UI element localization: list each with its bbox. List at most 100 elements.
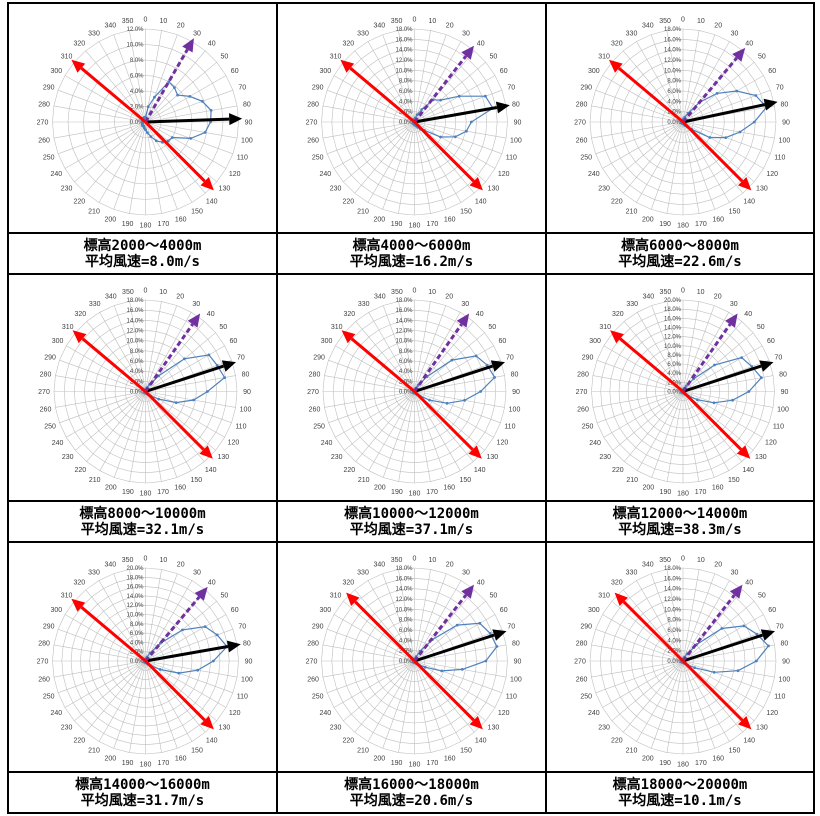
direction-label: 350: [122, 557, 134, 564]
grid-spoke: [666, 30, 684, 123]
frequency-point: [479, 390, 482, 393]
direction-label: 210: [358, 477, 370, 484]
frequency-point: [720, 627, 724, 630]
direction-label: 120: [497, 440, 509, 447]
arrow-shaft: [354, 600, 416, 663]
grid-spoke: [591, 105, 684, 123]
grid-spoke: [682, 589, 744, 662]
frequency-point: [166, 139, 170, 143]
direction-label: 250: [312, 155, 324, 162]
direction-label: 140: [475, 198, 487, 205]
direction-label: 60: [768, 68, 776, 75]
arrow-shaft: [681, 323, 732, 393]
frequency-point: [684, 384, 688, 388]
frequency-point: [455, 623, 459, 627]
grid-spoke: [85, 589, 146, 662]
direction-label: 180: [677, 762, 689, 769]
frequency-point: [708, 136, 712, 139]
direction-label: 80: [512, 102, 520, 109]
radial-tick-label: 14.0%: [664, 326, 682, 332]
grid-spoke: [64, 75, 146, 123]
radial-tick-label: 12.0%: [126, 27, 144, 33]
direction-label: 130: [488, 725, 500, 732]
direction-label: 120: [766, 710, 778, 717]
frequency-point: [420, 108, 424, 111]
caption-altitude: 標高16000〜18000m: [344, 776, 479, 793]
grid-spoke: [145, 391, 232, 424]
grid-spoke: [145, 660, 178, 749]
direction-label: 10: [429, 557, 437, 564]
grid-spoke: [414, 660, 447, 749]
grid-spoke: [85, 50, 146, 123]
direction-label: 60: [231, 68, 239, 75]
direction-label: 290: [44, 354, 56, 361]
direction-label: 280: [307, 641, 319, 648]
frequency-point: [158, 668, 162, 671]
grid-spoke: [636, 660, 684, 742]
direction-label: 260: [309, 407, 321, 414]
arrow-head: [226, 640, 241, 653]
grid-spoke: [145, 660, 162, 753]
direction-label: 300: [319, 68, 331, 75]
radial-tick-label: 4.0%: [667, 371, 681, 377]
radial-tick-label: 6.0%: [399, 628, 413, 634]
radial-tick-label: 14.0%: [664, 587, 682, 593]
arrow-head: [738, 716, 752, 730]
direction-label: 0: [144, 556, 148, 563]
direction-label: 170: [695, 489, 707, 496]
grid-spoke: [622, 121, 684, 194]
direction-label: 110: [773, 424, 784, 431]
direction-label: 290: [43, 84, 55, 91]
caption-altitude: 標高14000〜16000m: [75, 776, 210, 793]
direction-label: 270: [306, 120, 318, 127]
grid-spoke: [595, 89, 684, 123]
direction-label: 230: [598, 725, 610, 732]
arrow-head: [490, 360, 505, 372]
caption-altitude: 標高4000〜6000m: [352, 237, 471, 254]
direction-label: 70: [238, 623, 246, 630]
direction-label: 120: [228, 440, 240, 447]
direction-label: 40: [477, 580, 485, 587]
frequency-point: [493, 376, 496, 379]
direction-label: 230: [598, 186, 610, 193]
direction-label: 350: [122, 18, 134, 25]
arrow-shaft: [145, 645, 229, 663]
frequency-point: [750, 365, 754, 368]
grid-spoke: [333, 121, 415, 169]
caption-4000-6000: 標高4000〜6000m 平均風速=16.2m/s: [278, 234, 547, 275]
direction-label: 240: [319, 710, 331, 717]
direction-label: 250: [312, 694, 324, 701]
radial-tick-label: 16.0%: [664, 576, 682, 582]
caption-mean-wind: 平均風速=37.1m/s: [349, 521, 474, 538]
radial-tick-label: 14.0%: [126, 318, 144, 324]
direction-label: 230: [599, 454, 611, 461]
frequency-point: [712, 670, 716, 674]
grid-spoke: [682, 41, 730, 123]
direction-label: 0: [681, 17, 685, 24]
radial-tick-label: 10.0%: [126, 339, 144, 345]
grid-spoke: [623, 391, 684, 462]
direction-label: 200: [642, 216, 654, 223]
direction-label: 90: [514, 659, 522, 666]
arrow-head: [608, 59, 623, 73]
caption-6000-8000: 標高6000〜8000m 平均風速=22.6m/s: [547, 234, 815, 275]
frequency-point: [755, 659, 758, 663]
direction-label: 50: [490, 53, 498, 60]
grid-spoke: [603, 345, 684, 392]
direction-label: 90: [512, 389, 520, 396]
grid-spoke: [595, 121, 684, 155]
frequency-point: [724, 136, 728, 140]
direction-label: 210: [357, 748, 369, 755]
frequency-point: [170, 136, 174, 139]
frequency-point: [196, 668, 200, 672]
radial-tick-label: 6.0%: [130, 74, 144, 80]
frequency-point: [209, 109, 213, 112]
grid-spoke: [328, 391, 415, 424]
direction-label: 220: [73, 737, 85, 744]
direction-label: 150: [460, 209, 472, 216]
direction-label: 70: [507, 84, 515, 91]
direction-label: 310: [61, 592, 73, 599]
direction-label: 250: [43, 155, 55, 162]
grid-spoke: [682, 391, 715, 478]
grid-spoke: [591, 121, 684, 139]
